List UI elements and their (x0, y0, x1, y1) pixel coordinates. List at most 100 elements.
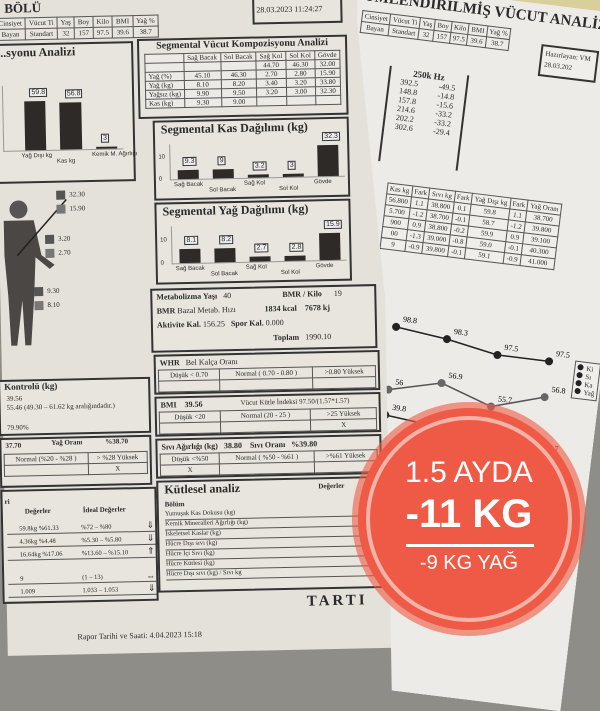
header-col: Kilo (92, 16, 113, 28)
ideal-value: %5.30 – %5.80 (81, 536, 122, 545)
control-value-3: 79.90% (6, 423, 29, 432)
bar (177, 169, 199, 180)
measured-value: 1.009 (20, 588, 36, 596)
header-value: 39.6 (112, 26, 134, 39)
header-col: Boy (74, 16, 94, 28)
bar (24, 100, 47, 151)
bmr-kilo-label: BMR / Kilo (282, 289, 322, 300)
whr-label: WHR (159, 358, 180, 368)
bmi-panel: BMI 39.56 Vücut Kütle İndeksi 97.50/(1.5… (154, 391, 382, 437)
category-label: Sol Bacak (209, 186, 237, 194)
category-label: Sağ Bacak (173, 181, 204, 189)
bar (284, 255, 306, 261)
report-datetime: Rapor Tarihi ve Saati: 4.04.2023 15:18 (77, 629, 202, 642)
body-legend-item: 2.70 (45, 248, 71, 258)
header-value: Bayan (0, 28, 26, 41)
category-label: Gövde (313, 178, 332, 186)
category-label: Sağ Kol (245, 264, 267, 271)
trend-arrow-icon: ⇓ (146, 519, 155, 530)
data-label: 98.3 (453, 327, 468, 338)
body-legend-item: 32.30 (56, 190, 85, 200)
category-label: Kemik M. Ağırlığı (92, 151, 138, 158)
bar-value-label: 9 (217, 156, 226, 166)
control-title: Kontrolü (kg) (4, 380, 58, 392)
control-value-1: 39.56 (6, 394, 23, 403)
row-label: Kas (kg) (145, 98, 185, 109)
legend-value: 32.30 (69, 190, 86, 199)
table-cell (256, 96, 287, 107)
legend-label: Yağ (582, 388, 595, 399)
data-label: 98.8 (403, 315, 418, 326)
body-legend-item: 15.90 (56, 204, 85, 214)
table-cell (286, 95, 316, 106)
metabolism-panel: Metabolizma Yaşı 40 BMR / Kilo 19 BMR Ba… (150, 284, 378, 353)
category-label: Sağ Bacak (175, 265, 205, 273)
composition-title: ...syonu Analizi (0, 44, 76, 60)
header-value: 157 (74, 27, 94, 39)
measured-value: 4.36kg %4.48 (19, 537, 56, 546)
mass-values-header: Değerler (318, 481, 345, 491)
y-tick-label: 0 (160, 260, 165, 267)
data-point (392, 322, 401, 331)
fluid-ratio-label: Sıvı Oranı (249, 439, 286, 450)
measured-value: 59.8kg %61.33 (19, 524, 59, 533)
fluid-label: Sıvı Ağırlığı (kg) (161, 441, 219, 452)
values-row: 9 (1 – 13) ⇔ (7, 557, 157, 585)
category-label: Sol Kol (279, 185, 299, 193)
ideal-value: (1 – 13) (82, 573, 103, 582)
legend-marker-icon (577, 364, 584, 371)
bar-value-label: 2.7 (254, 243, 269, 253)
ideal-values-panel: ri Değerler İdeal Değerler 59.8kg %61.33… (0, 486, 159, 604)
whr-panel: WHR Bel Kalça Oranı Düşük < 0.70 Normal (… (153, 350, 381, 395)
fat-panel: Segmental Yağ Dağılımı (kg) 8.1 Sağ Bacak… (154, 198, 353, 285)
fat-ratio-panel: 37.70 Yağ Oranı %38.70 Normal (%20 - %28… (0, 434, 153, 488)
header-table: Cinsiyet Vücut Ti Yaş Boy Kilo BMI Yağ % Bayan S… (0, 14, 160, 41)
composition-panel: ...syonu Analizi 59.8 Yağ Dışı kg 56.8 Kas … (0, 41, 138, 185)
bmi-label: BMI (160, 400, 177, 410)
values-title: ri (4, 497, 10, 506)
data-label: 56 (395, 377, 404, 387)
category-label: Gövde (315, 262, 334, 270)
bar-value-label: 15.9 (324, 219, 342, 229)
series-line (388, 377, 545, 413)
measured-value: 9 (20, 575, 24, 583)
header-value: 97.5 (449, 32, 468, 45)
column-header: Sol Bacak (220, 52, 257, 62)
column-header: Sağ Bacak (183, 52, 221, 63)
bmr-desc: Bazal Metab. Hızı (177, 305, 236, 316)
bmr-kcal: 1834 kcal (264, 303, 297, 314)
legend-marker-icon (575, 380, 582, 387)
date-box: 28.03.2023 11:24:27 (252, 0, 343, 25)
total-label: Toplam (273, 332, 300, 343)
header-value: Standart (25, 28, 58, 40)
table-cell: 9 (380, 237, 406, 251)
bar-value-label: 8.1 (184, 235, 199, 246)
whr-desc: Bel Kalça Oranı (185, 356, 238, 368)
values-col-header: Değerler (24, 506, 51, 516)
mass-section-label: Bölüm (164, 500, 185, 509)
ideal-col-header: İdeal Değerler (82, 505, 126, 515)
legend-value: 15.90 (69, 204, 86, 213)
row-label: Yağsız (kg) (145, 89, 185, 100)
ideal-value: %13.60 – %15.10 (81, 549, 129, 558)
data-point (437, 379, 446, 388)
bar (214, 247, 236, 263)
muscle-chart-title: Segmental Kas Dağılımı (kg) (160, 119, 308, 137)
table-cell: 9.30 (184, 97, 222, 108)
values-rows: 59.8kg %61.33 %72 – %80 ⇓ 4.36kg %4.48 %5.30… (7, 518, 157, 598)
fat-ratio-value: %38.70 (105, 437, 129, 446)
bmi-value: 39.56 (184, 399, 203, 410)
fat-ratio-mark: X (87, 462, 148, 475)
data-label: 97.5 (555, 349, 570, 360)
total-value: 1990.10 (305, 332, 332, 342)
header-value: 32 (57, 27, 75, 40)
bar-value-label: 3 (100, 133, 110, 143)
mass-analysis-panel: Kütlesel analiz Değerler Bölüm Yumuşak K… (156, 475, 385, 593)
y-tick-label: 10 (158, 154, 166, 161)
fluid-ratio: %39.80 (291, 439, 318, 449)
impedance-rows: 392.5 -49.5 148.8 -14.8 157.8 -15.6 214.6 -33.2… (384, 76, 466, 139)
header-value: 38.7 (485, 37, 510, 51)
legend-item: Yağ (574, 388, 595, 398)
data-point (493, 351, 502, 360)
activity-label: Aktivite Kal. (156, 319, 202, 330)
